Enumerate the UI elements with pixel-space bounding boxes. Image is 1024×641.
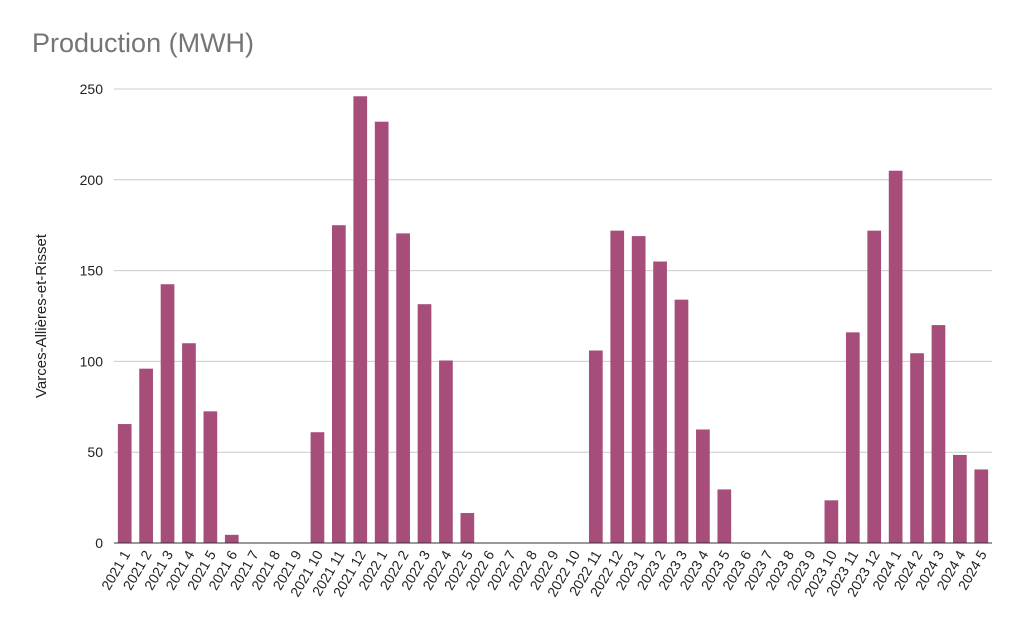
bar [310,432,325,543]
y-tick-label: 50 [87,444,103,460]
bar [182,343,196,543]
bar [224,534,239,543]
bar [353,96,368,543]
bar [631,236,646,543]
chart-title: Production (MWH) [32,28,255,58]
y-tick-label: 200 [80,172,104,188]
y-axis-ticks: 0 50 100 150 200 250 [80,81,104,551]
y-axis-label: Varces-Allières-et-Risset [33,233,50,398]
bar [396,233,410,543]
bar [139,368,153,543]
bar [117,424,132,543]
y-tick-label: 0 [95,535,103,551]
bars [117,96,989,544]
y-tick-label: 250 [80,81,104,97]
bar [867,230,882,543]
bar [674,299,689,543]
bar [160,284,175,543]
bar [910,353,924,543]
bar [824,500,839,543]
bar [931,325,946,543]
bar [845,332,860,543]
bar [653,261,667,543]
bar [588,350,603,543]
bar [332,225,346,543]
y-tick-label: 100 [80,353,104,369]
gridlines [114,88,992,453]
bar [610,230,625,543]
bar [460,513,475,543]
bar [439,360,453,543]
bar [888,170,903,543]
bar [696,429,710,543]
bar [417,304,432,543]
bar [953,454,967,543]
bar [203,411,218,543]
bar [717,489,732,543]
y-tick-label: 150 [80,263,104,279]
bar [974,469,989,543]
bar [374,121,389,544]
